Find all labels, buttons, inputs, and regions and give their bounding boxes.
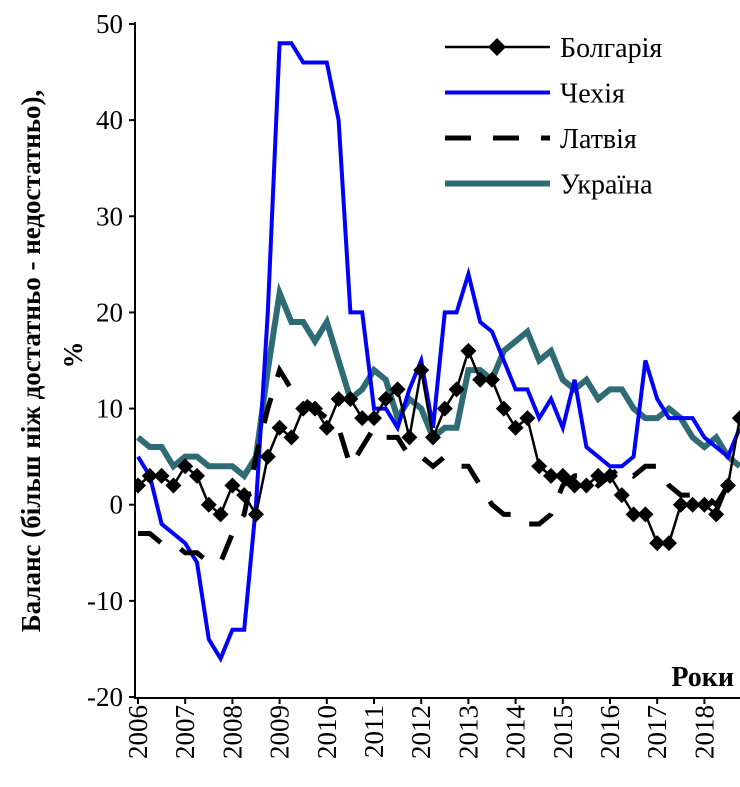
marker <box>672 496 689 513</box>
marker <box>519 410 536 427</box>
marker <box>413 362 430 379</box>
marker <box>271 419 288 436</box>
marker <box>212 506 229 523</box>
marker <box>684 496 701 513</box>
marker <box>259 448 276 465</box>
y-tick-label: 20 <box>96 297 123 327</box>
x-tick-label: 2011 <box>359 705 389 758</box>
x-tick-label: 2017 <box>642 705 672 759</box>
y-tick-label: 10 <box>96 394 123 424</box>
marker <box>177 458 194 475</box>
y-tick-label: 0 <box>110 490 124 520</box>
series-line <box>138 364 740 565</box>
marker <box>566 477 583 494</box>
marker <box>531 458 548 475</box>
x-tick-label: 2008 <box>217 705 247 759</box>
marker <box>135 477 146 494</box>
marker <box>224 477 241 494</box>
series-line <box>136 41 740 663</box>
marker <box>165 477 182 494</box>
marker <box>189 467 205 484</box>
x-tick-label: 2013 <box>453 705 483 759</box>
x-tick-label: 2006 <box>123 705 153 759</box>
y-axis-unit: % <box>58 342 88 369</box>
marker <box>731 410 740 427</box>
marker <box>507 419 524 436</box>
legend-label: Україна <box>560 170 653 201</box>
x-axis-label: Роки <box>671 662 734 693</box>
x-tick-label: 2016 <box>595 705 625 759</box>
x-tick-label: 2012 <box>406 705 436 759</box>
marker <box>590 467 607 484</box>
marker <box>236 487 253 504</box>
y-tick-label: 40 <box>96 105 123 135</box>
marker <box>283 429 300 446</box>
y-tick-label: 30 <box>96 201 123 231</box>
x-tick-label: 2010 <box>312 705 342 759</box>
marker <box>153 467 170 484</box>
marker <box>318 419 335 436</box>
marker <box>342 390 359 407</box>
marker <box>200 496 217 513</box>
marker <box>460 342 477 359</box>
marker <box>377 390 394 407</box>
marker <box>436 400 453 417</box>
x-tick-label: 2018 <box>689 705 719 759</box>
marker <box>543 467 559 484</box>
marker <box>295 400 312 417</box>
legend-label: Чехія <box>560 79 625 110</box>
marker <box>661 535 677 552</box>
marker <box>495 400 512 417</box>
y-tick-label: -20 <box>87 682 123 712</box>
marker <box>307 400 323 417</box>
marker <box>354 410 371 427</box>
x-tick-label: 2015 <box>548 705 578 759</box>
marker <box>649 535 666 552</box>
marker <box>637 506 654 523</box>
marker <box>389 381 406 398</box>
marker <box>366 410 382 427</box>
marker <box>708 506 725 523</box>
marker <box>554 467 571 484</box>
marker <box>484 371 500 388</box>
marker <box>696 496 713 513</box>
y-axis-label: Баланс (більш ніж достатньо - недостатнь… <box>16 90 46 633</box>
marker <box>141 467 158 484</box>
x-tick-label: 2007 <box>170 705 200 759</box>
marker <box>330 390 347 407</box>
legend-marker <box>488 38 506 56</box>
marker <box>602 467 618 484</box>
marker <box>448 381 465 398</box>
y-tick-label: -10 <box>87 586 123 616</box>
marker <box>401 429 418 446</box>
marker <box>248 506 264 523</box>
marker <box>720 477 736 494</box>
marker <box>472 371 489 388</box>
x-tick-label: 2014 <box>501 705 531 760</box>
y-tick-label: 50 <box>96 9 123 39</box>
marker <box>613 487 630 504</box>
marker <box>425 429 441 446</box>
marker <box>578 477 595 494</box>
x-tick-label: 2009 <box>265 705 295 759</box>
legend-label: Латвія <box>560 124 637 155</box>
legend-label: Болгарія <box>560 33 662 64</box>
plot-area <box>135 41 740 663</box>
marker <box>625 506 642 523</box>
